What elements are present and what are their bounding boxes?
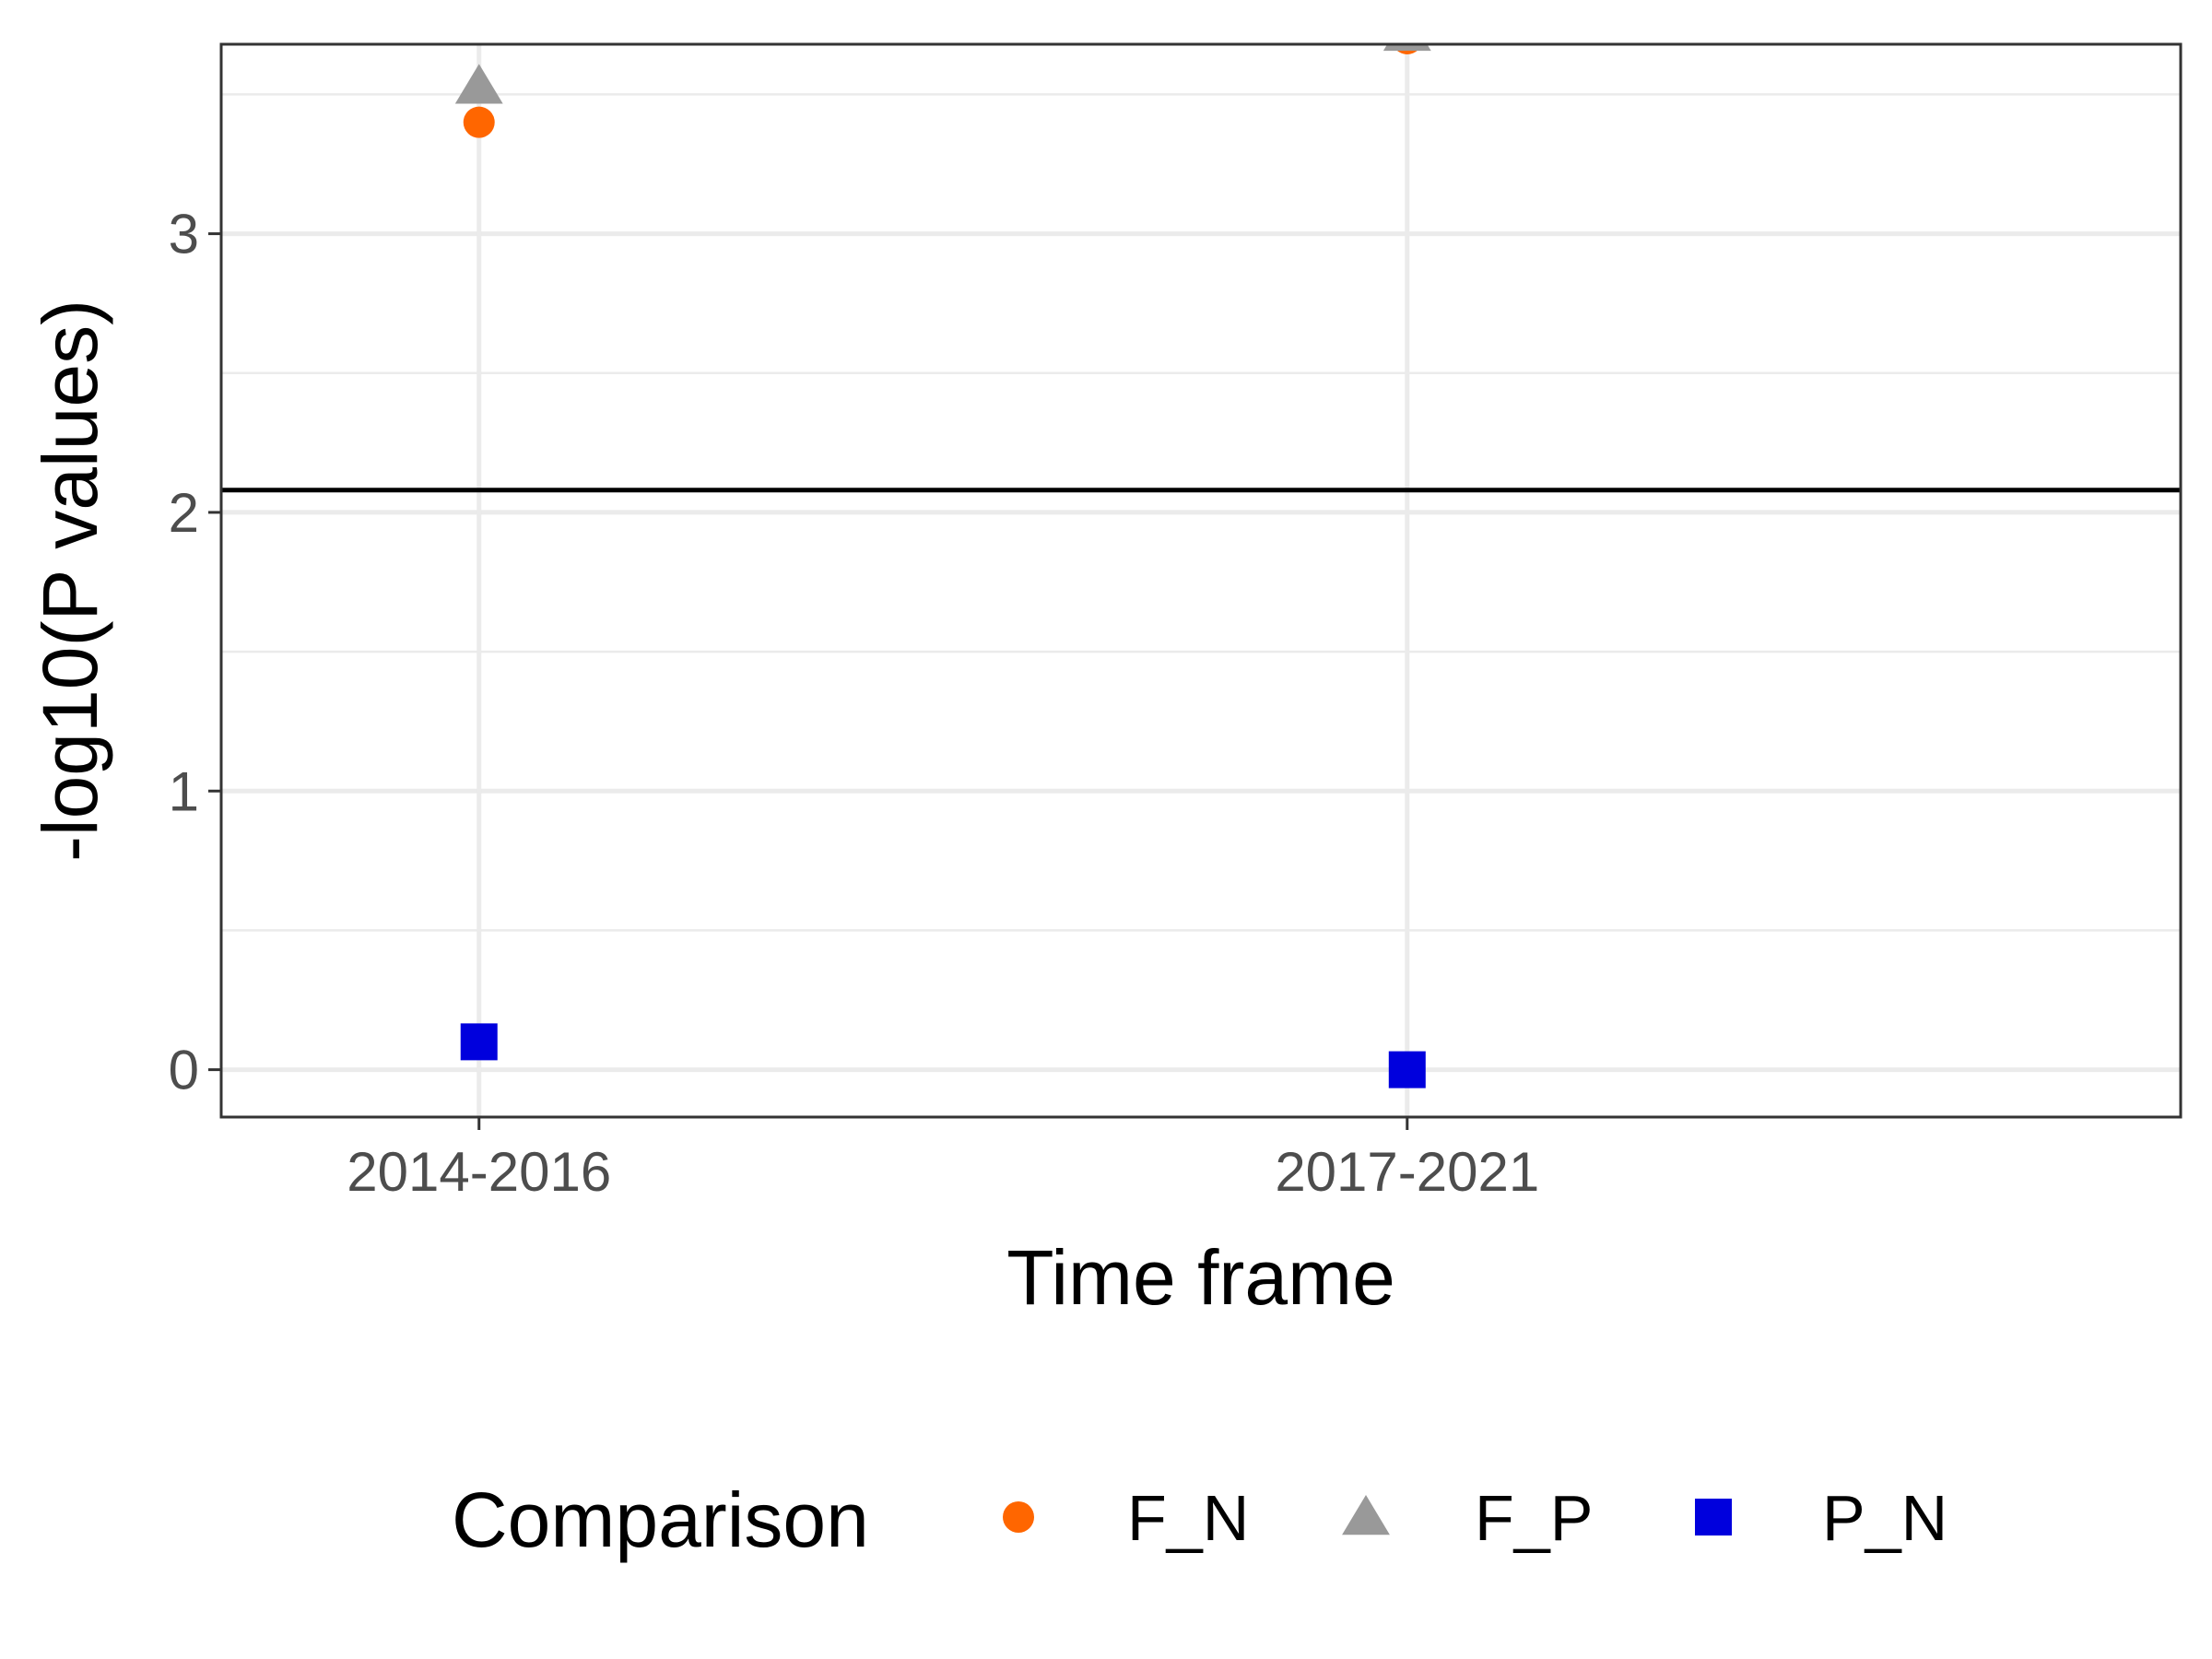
legend: Comparison F_N F_P P_N	[452, 1477, 1947, 1563]
gridlines	[221, 44, 2181, 1117]
plot-border	[219, 42, 2183, 1119]
legend-label-f_n: F_N	[1127, 1482, 1249, 1554]
y-tick-label-3: 3	[169, 204, 199, 265]
y-tick-label-1: 1	[169, 760, 199, 822]
y-tick-label-2: 2	[169, 482, 199, 544]
y-axis: 0 1 2 3	[169, 204, 221, 1101]
x-tick-label-1: 2017-2021	[1275, 1141, 1539, 1203]
point-f_p-2014-2016	[454, 64, 503, 104]
legend-label-p_n: P_N	[1822, 1482, 1947, 1554]
point-p_n-2014-2016	[460, 1023, 498, 1061]
y-axis-title: -log10(P values)	[27, 300, 113, 862]
x-tick-label-0: 2014-2016	[347, 1141, 611, 1203]
legend-key-f_p	[1342, 1495, 1390, 1535]
point-f_n-2014-2016	[463, 106, 495, 138]
legend-key-p_n	[1695, 1499, 1732, 1535]
legend-title: Comparison	[452, 1477, 869, 1563]
y-tick-label-0: 0	[169, 1040, 199, 1101]
legend-key-f_n	[1003, 1501, 1034, 1533]
point-f_p-2017-2021	[1382, 44, 1431, 52]
data-points	[454, 44, 1431, 1088]
plot-background	[221, 44, 2181, 1117]
legend-label-f_p: F_P	[1475, 1482, 1593, 1554]
point-p_n-2017-2021	[1388, 1051, 1426, 1088]
x-axis: 2014-2016 2017-2021	[347, 1117, 1539, 1203]
x-axis-title: Time frame	[1006, 1234, 1395, 1321]
